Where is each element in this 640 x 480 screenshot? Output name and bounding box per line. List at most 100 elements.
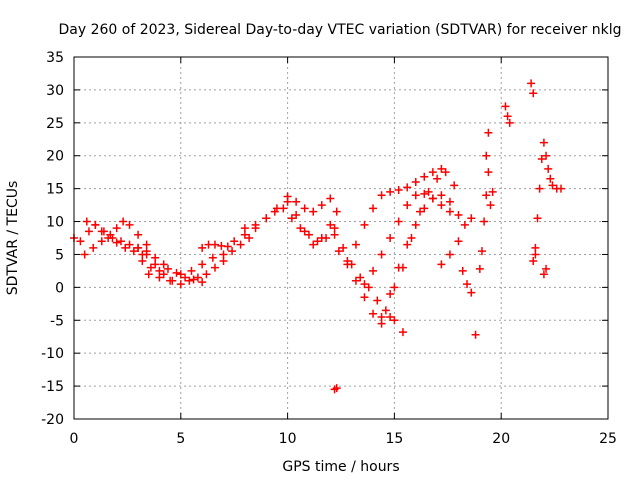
data-point (424, 187, 433, 196)
data-point (428, 194, 437, 203)
series-arc-5 (144, 250, 228, 285)
data-point (364, 283, 373, 292)
data-point (144, 270, 153, 279)
data-point (548, 181, 557, 190)
data-point (112, 238, 121, 247)
data-point (236, 240, 245, 249)
data-point (529, 257, 538, 266)
data-point (99, 227, 108, 236)
x-axis-label: GPS time / hours (282, 459, 399, 475)
data-point (527, 79, 536, 88)
data-point (411, 191, 420, 200)
y-tick-label: 10 (46, 215, 64, 231)
data-point (477, 247, 486, 256)
data-point (125, 220, 134, 229)
data-point (228, 247, 237, 256)
x-tick-label: 25 (599, 431, 617, 447)
data-point (202, 270, 211, 279)
data-point (480, 217, 489, 226)
data-point (343, 257, 352, 266)
data-point (437, 201, 446, 210)
data-point (317, 201, 326, 210)
series-arc-20 (482, 128, 497, 210)
series-arc-9 (240, 204, 339, 246)
data-point (386, 289, 395, 298)
data-point (403, 240, 412, 249)
data-point (82, 217, 91, 226)
x-tick-label: 20 (492, 431, 510, 447)
data-point (339, 243, 348, 252)
data-point (420, 204, 429, 213)
data-point (245, 234, 254, 242)
data-point (475, 264, 484, 273)
y-tick-label: 25 (46, 116, 64, 132)
data-point (91, 220, 100, 229)
data-point (460, 220, 469, 229)
y-tick-label: 30 (46, 83, 64, 99)
x-tick-label: 0 (70, 431, 79, 447)
data-point (300, 204, 309, 213)
data-point (403, 201, 412, 210)
data-point (445, 250, 454, 259)
data-point (360, 293, 369, 302)
series-arc-17 (437, 214, 476, 269)
data-point (193, 273, 202, 282)
x-tick-label: 10 (279, 431, 297, 447)
data-point (482, 151, 491, 160)
data-point (501, 102, 510, 111)
data-point (151, 260, 160, 269)
data-point (386, 312, 395, 321)
data-point (390, 283, 399, 292)
plot-frame (73, 56, 609, 420)
data-point (125, 240, 134, 249)
data-point (542, 264, 551, 273)
data-point (437, 191, 446, 200)
data-point (398, 263, 407, 272)
data-point (332, 384, 341, 393)
data-point (484, 128, 493, 137)
data-point (471, 330, 480, 339)
data-point (326, 220, 335, 229)
series-arc-22 (527, 79, 566, 259)
axis-ticks: 0 5 10 15 20 25 -20 -15 -10 -5 0 5 10 15 20 25 30 35 (41, 50, 617, 447)
data-point (270, 207, 279, 216)
data-point (369, 204, 378, 213)
series-arc-2 (80, 217, 151, 259)
data-point (557, 184, 566, 193)
data-point (208, 253, 217, 262)
data-point (155, 266, 164, 275)
data-point (121, 243, 130, 252)
data-point (360, 280, 369, 289)
data-point (467, 214, 476, 223)
data-point (533, 214, 542, 223)
data-point (129, 247, 138, 256)
data-point (503, 112, 512, 121)
data-point (347, 260, 356, 269)
data-point (445, 207, 454, 216)
data-point (292, 210, 301, 219)
data-point (119, 217, 128, 226)
data-point (84, 227, 93, 236)
y-tick-label: 5 (55, 247, 64, 263)
data-point (181, 273, 190, 282)
data-point (163, 264, 172, 273)
data-point (394, 217, 403, 226)
data-point (251, 220, 260, 229)
data-point (390, 316, 399, 325)
series-arc-6 (138, 257, 207, 287)
data-point (377, 312, 386, 321)
data-point (351, 276, 360, 285)
data-point (360, 220, 369, 229)
data-point (458, 266, 467, 275)
data-point (240, 224, 249, 233)
data-point (505, 118, 514, 127)
data-point (531, 243, 540, 252)
y-tick-label: -5 (50, 313, 64, 329)
data-point (437, 164, 446, 173)
data-point (403, 183, 412, 192)
data-point (381, 306, 390, 315)
series-arc-16 (390, 168, 459, 292)
data-point (159, 260, 168, 269)
series-arc-21 (501, 102, 514, 127)
